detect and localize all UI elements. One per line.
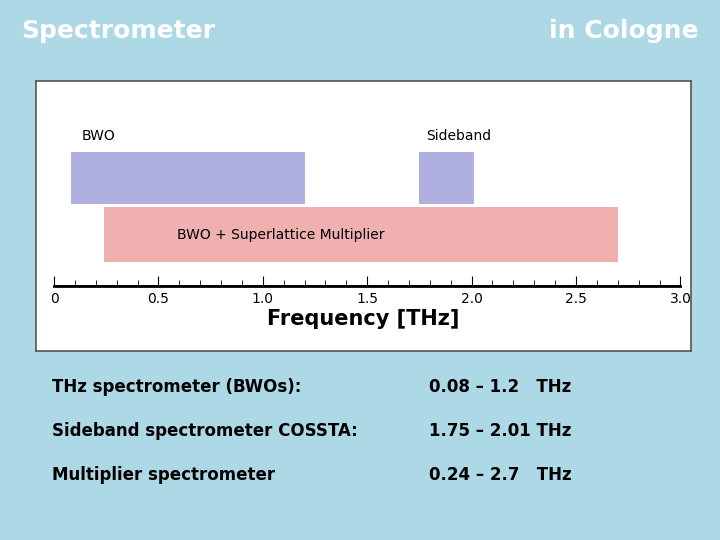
Text: THz spectrometer (BWOs):: THz spectrometer (BWOs): xyxy=(53,377,302,396)
Text: 0.08 – 1.2   THz: 0.08 – 1.2 THz xyxy=(429,377,572,396)
Text: Spectrometer: Spectrometer xyxy=(22,19,215,43)
Bar xyxy=(419,152,474,204)
Bar xyxy=(71,152,305,204)
Text: Ohio, International Symposium on Molecular Spectroscopy: Ohio, International Symposium on Molecul… xyxy=(14,513,341,523)
Text: Sideband: Sideband xyxy=(426,129,491,143)
Text: BWO: BWO xyxy=(81,129,115,143)
Text: in Cologne: in Cologne xyxy=(549,19,698,43)
Text: Frequency [THz]: Frequency [THz] xyxy=(267,308,460,329)
Bar xyxy=(104,207,618,262)
Text: Sideband spectrometer COSSTA:: Sideband spectrometer COSSTA: xyxy=(53,422,358,440)
Text: BWO + Superlattice Multiplier: BWO + Superlattice Multiplier xyxy=(177,228,384,242)
Text: Multiplier spectrometer: Multiplier spectrometer xyxy=(53,466,276,484)
Text: 1.75 – 2.01 THz: 1.75 – 2.01 THz xyxy=(429,422,572,440)
Text: 0.24 – 2.7   THz: 0.24 – 2.7 THz xyxy=(429,466,572,484)
Text: 22.6.2006    Christian Endres: 22.6.2006 Christian Endres xyxy=(544,513,706,523)
